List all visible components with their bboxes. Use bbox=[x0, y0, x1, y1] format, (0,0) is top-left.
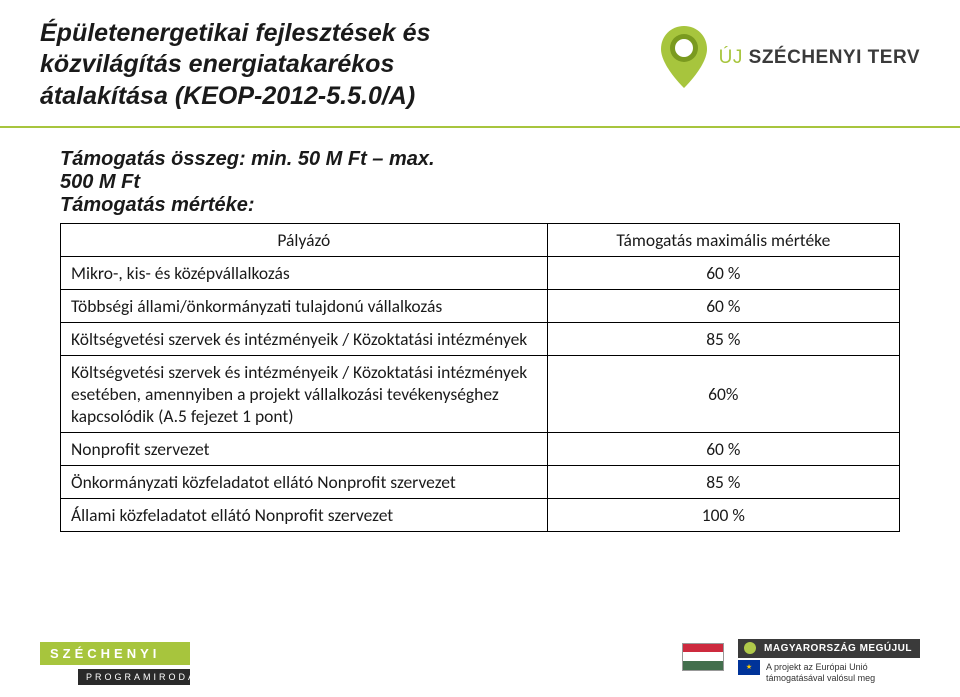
content-area: Támogatás összeg: min. 50 M Ft – max. 50… bbox=[0, 128, 960, 532]
cell-applicant: Költségvetési szervek és intézményeik / … bbox=[61, 322, 548, 355]
cell-applicant: Nonprofit szervezet bbox=[61, 432, 548, 465]
map-pin-icon bbox=[657, 24, 711, 92]
title-block: Épületenergetikai fejlesztések és közvil… bbox=[40, 18, 657, 112]
cell-rate: 100 % bbox=[547, 498, 899, 531]
programiroda-badge: PROGRAMIRODA bbox=[78, 669, 190, 685]
footer: SZÉCHENYI PROGRAMIRODA MAGYARORSZÁG MEGÚ… bbox=[0, 625, 960, 697]
cell-rate: 60 % bbox=[547, 289, 899, 322]
logo-name: SZÉCHENYI TERV bbox=[749, 47, 920, 68]
header-row: Épületenergetikai fejlesztések és közvil… bbox=[0, 0, 960, 112]
page-title: Épületenergetikai fejlesztések és közvil… bbox=[40, 18, 657, 112]
szechenyi-badge: SZÉCHENYI bbox=[40, 642, 190, 665]
col-header-applicant: Pályázó bbox=[61, 223, 548, 256]
eu-text: A projekt az Európai Unió támogatásával … bbox=[766, 662, 875, 685]
title-line-2: közvilágítás energiatakarékos bbox=[40, 50, 394, 78]
support-table: Pályázó Támogatás maximális mértéke Mikr… bbox=[60, 223, 900, 532]
support-rate-heading: 500 M FtTámogatás mértéke: bbox=[60, 171, 900, 217]
cell-rate: 85 % bbox=[547, 465, 899, 498]
cell-rate: 60 % bbox=[547, 432, 899, 465]
flag-stripe-white bbox=[683, 652, 723, 661]
table-header-row: Pályázó Támogatás maximális mértéke bbox=[61, 223, 900, 256]
col-header-max-rate: Támogatás maximális mértéke bbox=[547, 223, 899, 256]
support-amount-heading: Támogatás összeg: min. 50 M Ft – max. bbox=[60, 148, 900, 171]
szechenyi-logo: ÚJ SZÉCHENYI TERV bbox=[657, 24, 920, 92]
title-line-3: átalakítása (KEOP-2012-5.5.0/A) bbox=[40, 82, 415, 110]
table-row: Nonprofit szervezet 60 % bbox=[61, 432, 900, 465]
table-row: Állami közfeladatot ellátó Nonprofit sze… bbox=[61, 498, 900, 531]
cell-rate: 85 % bbox=[547, 322, 899, 355]
table-row: Többségi állami/önkormányzati tulajdonú … bbox=[61, 289, 900, 322]
flag-stripe-green bbox=[683, 661, 723, 670]
table-row: Mikro-, kis- és középvállalkozás 60 % bbox=[61, 256, 900, 289]
logo-text: ÚJ SZÉCHENYI TERV bbox=[719, 47, 920, 69]
eu-flag-icon bbox=[738, 660, 760, 675]
eu-attribution: A projekt az Európai Unió támogatásával … bbox=[738, 658, 920, 685]
logo-uj: ÚJ bbox=[719, 47, 743, 68]
title-line-1: Épületenergetikai fejlesztések és bbox=[40, 19, 430, 47]
hungary-flag-icon bbox=[682, 643, 724, 671]
footer-left-logos: SZÉCHENYI PROGRAMIRODA bbox=[40, 642, 190, 685]
table-row: Költségvetési szervek és intézményeik / … bbox=[61, 322, 900, 355]
cell-applicant: Mikro-, kis- és középvállalkozás bbox=[61, 256, 548, 289]
table-row: Költségvetési szervek és intézményeik / … bbox=[61, 355, 900, 432]
table-row: Önkormányzati közfeladatot ellátó Nonpro… bbox=[61, 465, 900, 498]
cell-applicant: Többségi állami/önkormányzati tulajdonú … bbox=[61, 289, 548, 322]
megujul-badge: MAGYARORSZÁG MEGÚJUL bbox=[738, 639, 920, 658]
cell-applicant: Önkormányzati közfeladatot ellátó Nonpro… bbox=[61, 465, 548, 498]
footer-right-logos: MAGYARORSZÁG MEGÚJUL A projekt az Európa… bbox=[682, 639, 920, 685]
megujul-block: MAGYARORSZÁG MEGÚJUL A projekt az Európa… bbox=[738, 639, 920, 685]
eu-line-1: A projekt az Európai Unió bbox=[766, 662, 868, 672]
cell-applicant: Állami közfeladatot ellátó Nonprofit sze… bbox=[61, 498, 548, 531]
megujul-text: MAGYARORSZÁG MEGÚJUL bbox=[764, 643, 912, 654]
cell-applicant: Költségvetési szervek és intézményeik / … bbox=[61, 355, 548, 432]
cell-rate: 60% bbox=[547, 355, 899, 432]
eu-line-2: támogatásával valósul meg bbox=[766, 673, 875, 683]
flag-stripe-red bbox=[683, 644, 723, 653]
cell-rate: 60 % bbox=[547, 256, 899, 289]
